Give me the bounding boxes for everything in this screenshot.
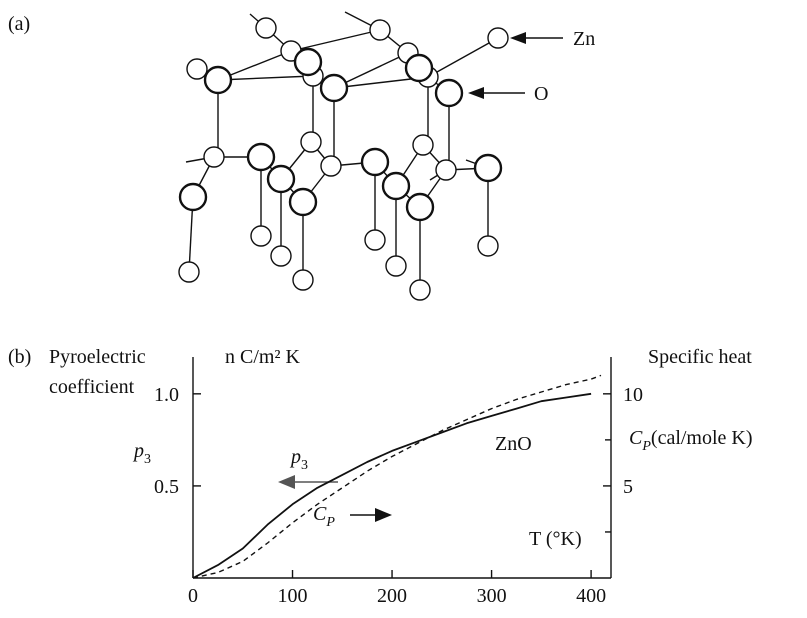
o-atom bbox=[178, 182, 208, 212]
zn-atom bbox=[435, 159, 457, 181]
zn-atom bbox=[385, 255, 407, 277]
o-atom bbox=[319, 73, 349, 103]
o-label: O bbox=[534, 83, 548, 105]
zn-atom bbox=[300, 131, 322, 153]
cp-direction-marker: CP bbox=[313, 503, 392, 530]
atom-legend: Zn O bbox=[468, 28, 595, 105]
right-tick-label: 5 bbox=[623, 476, 633, 498]
left-title-line2: coefficient bbox=[49, 376, 135, 398]
zn-atom bbox=[412, 134, 434, 156]
zn-atom bbox=[477, 235, 499, 257]
o-atom bbox=[473, 153, 503, 183]
zn-label: Zn bbox=[573, 28, 595, 50]
oxygen-atoms bbox=[178, 47, 503, 222]
right-title: Specific heat bbox=[648, 346, 752, 368]
zn-atom bbox=[203, 146, 225, 168]
o-atom bbox=[434, 78, 464, 108]
svg-text:CP: CP bbox=[313, 503, 335, 530]
x-tick-label: 100 bbox=[278, 585, 308, 607]
plot-series bbox=[192, 374, 602, 579]
crystal-bonds bbox=[185, 11, 499, 290]
arrow-left-icon bbox=[278, 475, 295, 489]
panel-a-label: (a) bbox=[8, 13, 30, 35]
x-axis-label: T (°K) bbox=[529, 528, 582, 550]
zn-atom bbox=[409, 279, 431, 301]
zn-atom bbox=[487, 27, 509, 49]
arrow-right-icon bbox=[375, 508, 392, 522]
p3-direction-marker: p3 bbox=[278, 446, 338, 489]
zn-atom bbox=[320, 155, 342, 177]
left-title-line1: Pyroelectric bbox=[49, 346, 146, 368]
zn-atom bbox=[186, 58, 208, 80]
series-line-p3 bbox=[192, 392, 592, 579]
right-axis-label: CP(cal/mole K) bbox=[629, 427, 753, 454]
zn-atom bbox=[364, 229, 386, 251]
right-tick-label: 10 bbox=[623, 384, 643, 406]
curve-label-zno: ZnO bbox=[495, 433, 532, 455]
arrow-left-icon bbox=[468, 87, 484, 99]
o-atom bbox=[405, 192, 435, 222]
zn-atom bbox=[292, 269, 314, 291]
o-atom bbox=[360, 147, 390, 177]
left-tick-label: 0.5 bbox=[154, 476, 179, 498]
o-atom bbox=[293, 47, 323, 77]
plot-ticks: 0 100 200 300 400 0.5 1.0 5 10 bbox=[154, 384, 643, 607]
left-axis-label: p3 bbox=[132, 440, 151, 467]
zn-atom bbox=[270, 245, 292, 267]
panel-b-label: (b) bbox=[8, 346, 31, 368]
zn-atom bbox=[369, 19, 391, 41]
o-atom bbox=[246, 142, 276, 172]
svg-text:p3: p3 bbox=[289, 446, 308, 473]
zn-atom bbox=[178, 261, 200, 283]
x-tick-label: 0 bbox=[188, 585, 198, 607]
o-atom bbox=[266, 164, 296, 194]
left-unit-label: n C/m² K bbox=[225, 346, 300, 368]
o-atom bbox=[203, 65, 233, 95]
o-atom bbox=[404, 53, 434, 83]
left-tick-label: 1.0 bbox=[154, 384, 179, 406]
zn-atom bbox=[255, 17, 277, 39]
x-tick-label: 400 bbox=[576, 585, 606, 607]
x-tick-label: 300 bbox=[477, 585, 507, 607]
arrow-left-icon bbox=[510, 32, 526, 44]
zn-atom bbox=[250, 225, 272, 247]
x-tick-label: 200 bbox=[377, 585, 407, 607]
o-atom bbox=[288, 187, 318, 217]
o-atom bbox=[381, 171, 411, 201]
